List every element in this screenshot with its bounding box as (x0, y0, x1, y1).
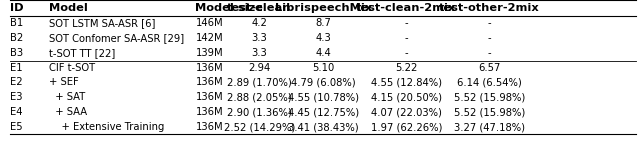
Text: 5.22: 5.22 (395, 63, 417, 73)
Text: E4: E4 (10, 107, 23, 117)
Text: + SAT: + SAT (49, 92, 85, 102)
Text: 4.2: 4.2 (252, 18, 268, 28)
Text: 6.14 (6.54%): 6.14 (6.54%) (457, 77, 522, 87)
Text: 4.15 (20.50%): 4.15 (20.50%) (371, 92, 442, 102)
Text: 1.97 (62.26%): 1.97 (62.26%) (371, 122, 442, 132)
Text: test-clean: test-clean (227, 3, 292, 13)
Text: LibrispeechMix: LibrispeechMix (275, 3, 372, 13)
Text: + SEF: + SEF (49, 77, 78, 87)
Text: 2.52 (14.29%): 2.52 (14.29%) (224, 122, 295, 132)
Text: 5.10: 5.10 (312, 63, 334, 73)
Text: 3.41 (38.43%): 3.41 (38.43%) (288, 122, 358, 132)
Text: 4.45 (12.75%): 4.45 (12.75%) (287, 107, 359, 117)
Text: 2.94: 2.94 (248, 63, 271, 73)
Text: 139M: 139M (195, 48, 223, 58)
Text: -: - (488, 33, 491, 43)
Text: 142M: 142M (195, 33, 223, 43)
Text: 136M: 136M (195, 122, 223, 132)
Text: 8.7: 8.7 (316, 18, 331, 28)
Text: E3: E3 (10, 92, 23, 102)
Text: B1: B1 (10, 18, 24, 28)
Text: Model size: Model size (195, 3, 263, 13)
Text: SOT LSTM SA-ASR [6]: SOT LSTM SA-ASR [6] (49, 18, 155, 28)
Text: E1: E1 (10, 63, 23, 73)
Text: E2: E2 (10, 77, 23, 87)
Text: 4.55 (12.84%): 4.55 (12.84%) (371, 77, 442, 87)
Text: -: - (404, 18, 408, 28)
Text: 2.90 (1.36%): 2.90 (1.36%) (227, 107, 292, 117)
Text: Model: Model (49, 3, 88, 13)
Text: SOT Confomer SA-ASR [29]: SOT Confomer SA-ASR [29] (49, 33, 184, 43)
Text: 136M: 136M (195, 63, 223, 73)
Text: 5.52 (15.98%): 5.52 (15.98%) (454, 92, 525, 102)
Text: 3.3: 3.3 (252, 48, 268, 58)
Text: ID: ID (10, 3, 24, 13)
Text: 4.4: 4.4 (316, 48, 331, 58)
Text: -: - (404, 48, 408, 58)
Text: 3.3: 3.3 (252, 33, 268, 43)
Text: test-clean-2mix: test-clean-2mix (356, 3, 456, 13)
Text: 4.07 (22.03%): 4.07 (22.03%) (371, 107, 442, 117)
Text: 136M: 136M (195, 77, 223, 87)
Text: + Extensive Training: + Extensive Training (49, 122, 164, 132)
Text: E5: E5 (10, 122, 23, 132)
Text: 136M: 136M (195, 107, 223, 117)
Text: t-SOT TT [22]: t-SOT TT [22] (49, 48, 115, 58)
Text: 136M: 136M (195, 92, 223, 102)
Text: -: - (404, 33, 408, 43)
Text: 4.55 (10.78%): 4.55 (10.78%) (288, 92, 358, 102)
Text: test-other-2mix: test-other-2mix (439, 3, 540, 13)
Text: -: - (488, 48, 491, 58)
Text: B3: B3 (10, 48, 24, 58)
Text: 4.3: 4.3 (316, 33, 331, 43)
Text: -: - (488, 18, 491, 28)
Text: CIF t-SOT: CIF t-SOT (49, 63, 95, 73)
Text: 3.27 (47.18%): 3.27 (47.18%) (454, 122, 525, 132)
Text: + SAA: + SAA (49, 107, 86, 117)
Text: 146M: 146M (195, 18, 223, 28)
Text: 4.79 (6.08%): 4.79 (6.08%) (291, 77, 355, 87)
Text: 5.52 (15.98%): 5.52 (15.98%) (454, 107, 525, 117)
Text: B2: B2 (10, 33, 24, 43)
Text: 2.88 (2.05%): 2.88 (2.05%) (227, 92, 292, 102)
Text: 2.89 (1.70%): 2.89 (1.70%) (227, 77, 292, 87)
Text: 6.57: 6.57 (478, 63, 500, 73)
